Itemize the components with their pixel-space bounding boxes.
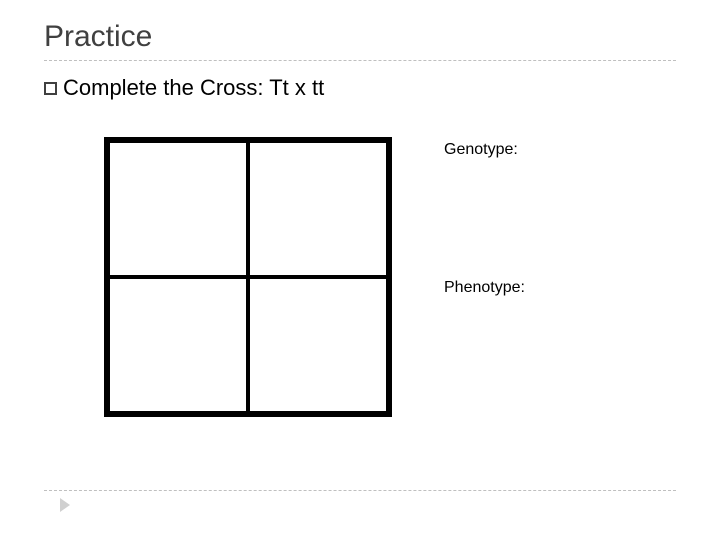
punnett-cell — [108, 141, 248, 277]
side-labels: Genotype: Phenotype: — [444, 141, 525, 417]
square-bullet-icon — [44, 82, 57, 95]
bullet-row: Complete the Cross: Tt x tt — [44, 75, 676, 101]
slide-container: Practice Complete the Cross: Tt x tt Gen… — [0, 0, 720, 489]
chevron-right-icon — [60, 498, 70, 512]
title-divider — [44, 60, 676, 61]
bottom-divider — [44, 490, 676, 491]
punnett-square — [104, 137, 392, 417]
slide-title: Practice — [44, 20, 676, 54]
bullet-text: Complete the Cross: Tt x tt — [63, 75, 324, 101]
genotype-label: Genotype: — [444, 141, 525, 159]
punnett-cell — [248, 141, 388, 277]
content-area: Genotype: Phenotype: — [44, 129, 676, 489]
punnett-cell — [108, 277, 248, 413]
phenotype-label: Phenotype: — [444, 279, 525, 297]
punnett-cell — [248, 277, 388, 413]
